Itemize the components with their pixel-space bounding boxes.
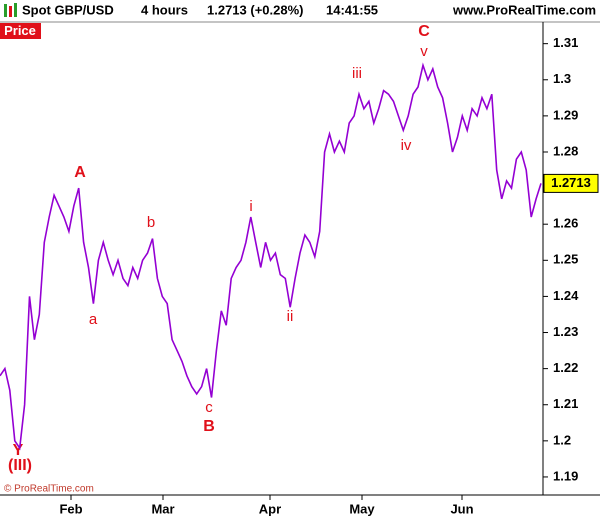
x-tick-label: May: [349, 501, 375, 516]
x-tick-label: Feb: [59, 501, 82, 516]
y-tick-label: 1.19: [553, 468, 578, 483]
annotation: v: [420, 43, 428, 60]
annotation: c: [205, 399, 213, 416]
icon: [14, 3, 17, 17]
x-tick-label: Jun: [450, 501, 473, 516]
y-tick-label: 1.22: [553, 360, 578, 375]
x-tick-label: Apr: [259, 501, 281, 516]
annotation: Y: [13, 442, 24, 459]
annotation: iii: [352, 65, 362, 82]
icon: [4, 4, 7, 17]
symbol: Spot GBP/USD: [22, 2, 114, 17]
time: 14:41:55: [326, 2, 378, 17]
annotation: ii: [287, 308, 294, 325]
site: www.ProRealTime.com: [452, 2, 596, 17]
price-line: [0, 62, 542, 451]
y-tick-label: 1.31: [553, 35, 578, 50]
price-label: Price: [4, 23, 36, 38]
y-tick-label: 1.23: [553, 324, 578, 339]
y-tick-label: 1.21: [553, 396, 578, 411]
price-label-box: [0, 23, 41, 39]
annotation: (III): [8, 457, 32, 474]
y-tick-label: 1.28: [553, 143, 578, 158]
y-tick-label: 1.29: [553, 107, 578, 122]
annotation: i: [249, 198, 252, 215]
quote: 1.2713 (+0.28%): [207, 2, 303, 17]
footer: © ProRealTime.com: [4, 484, 94, 495]
y-tick-label: 1.3: [553, 71, 571, 86]
annotation: B: [203, 418, 215, 435]
y-tick-label: 1.2: [553, 432, 571, 447]
annotation: b: [147, 214, 155, 231]
y-tick-label: 1.26: [553, 216, 578, 231]
interval: 4 hours: [141, 2, 188, 17]
last-price-label: 1.2713: [551, 175, 591, 190]
annotation: iv: [401, 137, 412, 154]
y-tick-label: 1.24: [553, 288, 579, 303]
annotation: C: [418, 23, 430, 40]
y-tick-label: 1.25: [553, 252, 578, 267]
last-price-box: [543, 173, 599, 193]
x-tick-label: Mar: [151, 501, 174, 516]
annotation: A: [74, 164, 86, 181]
annotation: a: [89, 311, 98, 328]
icon: [9, 6, 12, 17]
